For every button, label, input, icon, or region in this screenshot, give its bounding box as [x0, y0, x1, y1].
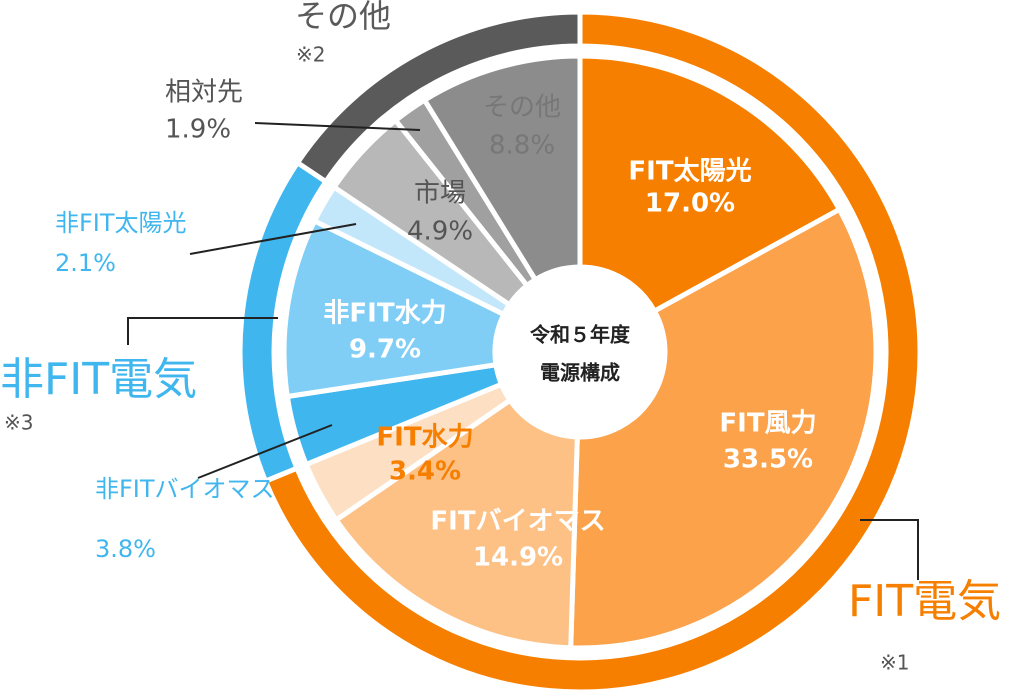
leader-line — [860, 519, 919, 580]
inner-segment — [568, 206, 879, 651]
group-name: その他 — [295, 0, 391, 35]
outer-segment — [262, 9, 923, 695]
group-note: ※3 — [4, 411, 33, 435]
segment-name: FIT太陽光 — [628, 157, 751, 187]
group-note: ※2 — [296, 43, 325, 67]
segment-name: FIT水力 — [376, 423, 473, 453]
leader-line — [254, 122, 421, 131]
inner-segment — [332, 396, 580, 651]
segment-name: 非FIT水力 — [323, 299, 446, 329]
group-name: 非FIT電気 — [0, 354, 197, 405]
leader-line — [197, 424, 333, 479]
group-name: FIT電気 — [848, 576, 1001, 627]
segment-name: FITバイオマス — [430, 507, 605, 537]
segment-name: 非FIT太陽光 — [55, 209, 187, 237]
center-label: 電源構成 — [540, 361, 620, 385]
leader-lines — [127, 122, 919, 580]
center-label: 令和５年度 — [530, 323, 631, 347]
segment-value: 33.5% — [723, 445, 813, 475]
inner-segment — [577, 53, 843, 315]
segment-name: その他 — [483, 93, 561, 123]
leader-line — [127, 317, 278, 345]
segment-value: 8.8% — [489, 131, 555, 161]
segment-value: 1.9% — [165, 115, 231, 145]
leader-line — [189, 223, 357, 255]
segment-name: FIT風力 — [719, 409, 816, 439]
segment-name: 相対先 — [165, 78, 243, 108]
segment-value: 2.1% — [55, 249, 116, 277]
segment-value: 4.9% — [407, 217, 473, 247]
segment-value: 17.0% — [645, 189, 735, 219]
segment-name: 市場 — [414, 179, 466, 209]
outer-segment — [294, 9, 583, 186]
segment-value: 14.9% — [473, 543, 563, 573]
inner-segment — [421, 53, 583, 284]
segment-name: 非FITバイオマス — [95, 475, 275, 503]
segment-value: 3.8% — [95, 535, 156, 563]
segment-value: 9.7% — [349, 335, 421, 365]
group-note: ※1 — [880, 651, 909, 675]
arcs — [237, 9, 923, 695]
segment-value: 3.4% — [389, 457, 461, 487]
